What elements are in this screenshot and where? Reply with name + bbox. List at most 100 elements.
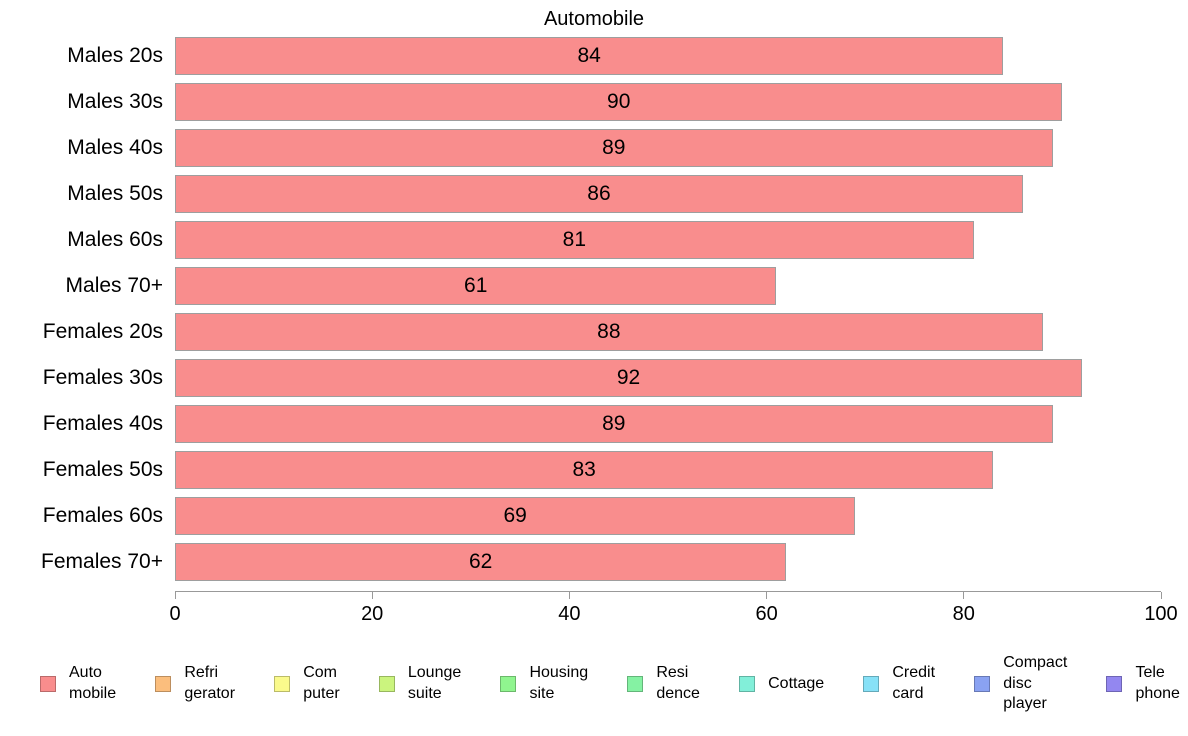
bar: 89 (175, 129, 1053, 167)
legend-item: Tele phone (1106, 663, 1180, 705)
chart-row: Females 70+ 62 (0, 539, 1188, 585)
x-axis-tick (174, 592, 176, 599)
x-axis-tick (963, 592, 965, 599)
legend-item: Housing site (500, 663, 588, 705)
legend-label: Compact disc player (1003, 653, 1068, 713)
x-axis-tick (766, 592, 768, 599)
bars-container: Males 20s 84 Males 30s 90 Males 40s 89 Males 5… (0, 33, 1188, 585)
legend-label: Com puter (303, 664, 340, 702)
bar-value-label: 90 (607, 90, 631, 113)
legend: Auto mobile Refri gerator Com puter Lounge … (0, 648, 1188, 720)
bar: 62 (175, 543, 787, 581)
legend-label: Refri gerator (184, 664, 236, 702)
legend-label: Cottage (768, 674, 825, 692)
bar-value-label: 69 (503, 504, 527, 527)
category-label: Males 40s (67, 136, 163, 159)
bar: 88 (175, 313, 1043, 351)
category-label: Females 60s (42, 504, 163, 527)
chart-title: Automobile (543, 8, 645, 30)
chart-row: Males 20s 84 (0, 33, 1188, 79)
bar-track: 61 (175, 267, 1161, 305)
bar: 69 (175, 497, 856, 535)
bar-value-label: 81 (562, 228, 586, 251)
legend-swatch-icon (500, 676, 517, 692)
category-label: Males 60s (67, 228, 163, 251)
bar: 83 (175, 451, 994, 489)
bar-track: 89 (175, 405, 1161, 443)
bar: 89 (175, 405, 1053, 443)
x-axis-tick-label: 60 (755, 603, 778, 625)
bar-track: 90 (175, 83, 1161, 121)
category-label: Females 40s (42, 412, 163, 435)
legend-item: Auto mobile (40, 663, 116, 705)
x-axis-tick (568, 592, 570, 599)
category-label: Females 30s (42, 366, 163, 389)
bar: 81 (175, 221, 974, 259)
bar-value-label: 84 (577, 44, 601, 67)
category-label: Males 50s (67, 182, 163, 205)
category-label: Females 20s (42, 320, 163, 343)
bar: 84 (175, 37, 1004, 75)
chart-row: Females 30s 92 (0, 355, 1188, 401)
category-label: Females 70+ (41, 550, 163, 573)
chart-row: Males 40s 89 (0, 125, 1188, 171)
bar-value-label: 92 (616, 366, 641, 389)
legend-item: Compact disc player (974, 653, 1067, 715)
category-label: Females 50s (42, 458, 163, 481)
bar: 61 (175, 267, 777, 305)
legend-label: Housing site (529, 664, 589, 702)
chart-row: Females 50s 83 (0, 447, 1188, 493)
legend-swatch-icon (40, 676, 56, 692)
legend-item: Lounge suite (378, 663, 462, 705)
legend-swatch-icon (739, 675, 756, 692)
bar-value-label: 88 (597, 320, 621, 343)
chart-row: Females 20s 88 (0, 309, 1188, 355)
legend-label: Resi dence (656, 664, 700, 702)
legend-swatch-icon (378, 676, 395, 692)
chart-row: Males 50s 86 (0, 171, 1188, 217)
legend-item: Cottage (739, 674, 824, 695)
x-axis-tick-label: 0 (169, 603, 181, 625)
x-axis-tick-label: 20 (361, 603, 384, 625)
bar-track: 92 (175, 359, 1161, 397)
bar-value-label: 61 (464, 274, 488, 297)
chart-row: Females 40s 89 (0, 401, 1188, 447)
category-label: Males 30s (67, 90, 163, 113)
bar-track: 88 (175, 313, 1161, 351)
bar-value-label: 89 (602, 136, 626, 159)
legend-label: Credit card (892, 664, 936, 702)
bar-value-label: 62 (468, 550, 493, 573)
legend-item: Com puter (274, 663, 340, 705)
x-axis-tick-label: 80 (952, 603, 975, 625)
bar-track: 81 (175, 221, 1161, 259)
legend-label: Lounge suite (407, 664, 462, 702)
chart-row: Females 60s 69 (0, 493, 1188, 539)
x-axis-tick-label: 40 (558, 603, 581, 625)
legend-item: Refri gerator (155, 663, 235, 705)
legend-swatch-icon (974, 675, 991, 692)
bar-track: 62 (175, 543, 1161, 581)
bar-track: 89 (175, 129, 1161, 167)
chart-row: Males 60s 81 (0, 217, 1188, 263)
legend-label: Tele phone (1135, 664, 1180, 702)
legend-swatch-icon (1106, 676, 1123, 692)
legend-item: Resi dence (627, 663, 700, 705)
x-axis-tick (371, 592, 373, 599)
bar: 86 (175, 175, 1023, 213)
bar: 92 (175, 359, 1083, 397)
category-label: Males 20s (67, 44, 163, 67)
legend-label: Auto mobile (69, 664, 117, 702)
bar-track: 83 (175, 451, 1161, 489)
legend-swatch-icon (155, 676, 172, 692)
x-axis-tick (1160, 592, 1162, 599)
legend-swatch-icon (274, 676, 291, 692)
legend-swatch-icon (627, 676, 644, 692)
bar-value-label: 89 (602, 412, 626, 435)
chart-row: Males 30s 90 (0, 79, 1188, 125)
legend-item: Credit card (863, 663, 935, 705)
chart-row: Males 70+ 61 (0, 263, 1188, 309)
x-axis-tick-label: 100 (1144, 603, 1178, 625)
bar: 90 (175, 83, 1063, 121)
bar-track: 86 (175, 175, 1161, 213)
